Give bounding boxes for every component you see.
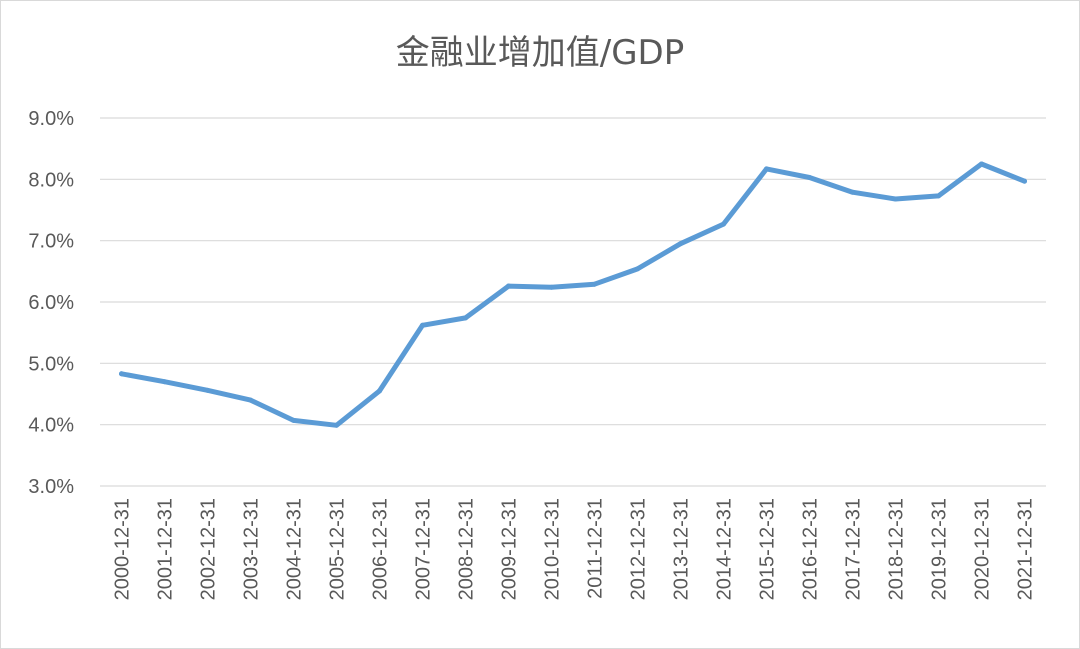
data-point	[377, 388, 382, 394]
x-tick-label: 2006-12-31	[370, 498, 392, 600]
data-point	[549, 284, 554, 290]
y-axis-ticks: 3.0% 4.0% 5.0% 6.0% 7.0% 8.0% 9.0%	[28, 108, 74, 498]
y-tick-label: 7.0%	[28, 231, 74, 253]
x-tick-label: 2011-12-31	[585, 498, 607, 599]
y-tick-label: 6.0%	[28, 292, 74, 314]
series-layer	[119, 161, 1027, 428]
y-tick-label: 8.0%	[28, 169, 74, 191]
data-point	[119, 371, 124, 377]
x-axis-ticks: 2000-12-31 2001-12-31 2002-12-31 2003-12-31…	[112, 498, 1037, 600]
data-point	[635, 266, 640, 272]
x-tick-label: 2001-12-31	[155, 498, 177, 600]
x-tick-label: 2018-12-31	[886, 498, 908, 600]
x-tick-label: 2014-12-31	[714, 498, 736, 600]
x-tick-label: 2012-12-31	[628, 498, 650, 600]
data-point	[979, 161, 984, 167]
data-point	[248, 397, 253, 403]
x-tick-label: 2021-12-31	[1015, 498, 1037, 600]
data-point	[721, 221, 726, 227]
gridlines	[100, 117, 1046, 487]
data-point	[291, 417, 296, 423]
x-tick-label: 2016-12-31	[800, 498, 822, 600]
data-point	[764, 166, 769, 172]
data-point	[1022, 178, 1027, 184]
data-point	[936, 193, 941, 199]
chart-title: 金融业增加值/GDP	[396, 33, 685, 73]
data-point	[334, 422, 339, 428]
x-tick-label: 2008-12-31	[456, 498, 478, 600]
y-tick-label: 5.0%	[28, 353, 74, 375]
x-tick-label: 2004-12-31	[284, 498, 306, 600]
y-tick-label: 4.0%	[28, 415, 74, 437]
data-point	[162, 379, 167, 385]
data-point	[850, 189, 855, 195]
data-point	[807, 174, 812, 180]
data-point	[678, 241, 683, 247]
x-tick-label: 2015-12-31	[757, 498, 779, 600]
data-point	[463, 315, 468, 321]
x-tick-label: 2003-12-31	[241, 498, 263, 600]
x-tick-label: 2019-12-31	[929, 498, 951, 600]
data-point	[420, 322, 425, 328]
data-point	[506, 283, 511, 289]
x-tick-label: 2002-12-31	[198, 498, 220, 600]
x-tick-label: 2007-12-31	[413, 498, 435, 600]
data-point	[893, 196, 898, 202]
series-line-0	[119, 161, 1027, 428]
y-tick-label: 3.0%	[28, 476, 74, 498]
x-tick-label: 2017-12-31	[843, 498, 865, 600]
x-tick-label: 2010-12-31	[542, 498, 564, 600]
data-point	[205, 387, 210, 393]
data-point	[592, 281, 597, 287]
y-tick-label: 9.0%	[28, 108, 74, 130]
x-tick-label: 2020-12-31	[972, 498, 994, 600]
x-tick-label: 2009-12-31	[499, 498, 521, 600]
x-tick-label: 2000-12-31	[112, 498, 134, 600]
x-tick-label: 2005-12-31	[327, 498, 349, 600]
x-tick-label: 2013-12-31	[671, 498, 693, 600]
